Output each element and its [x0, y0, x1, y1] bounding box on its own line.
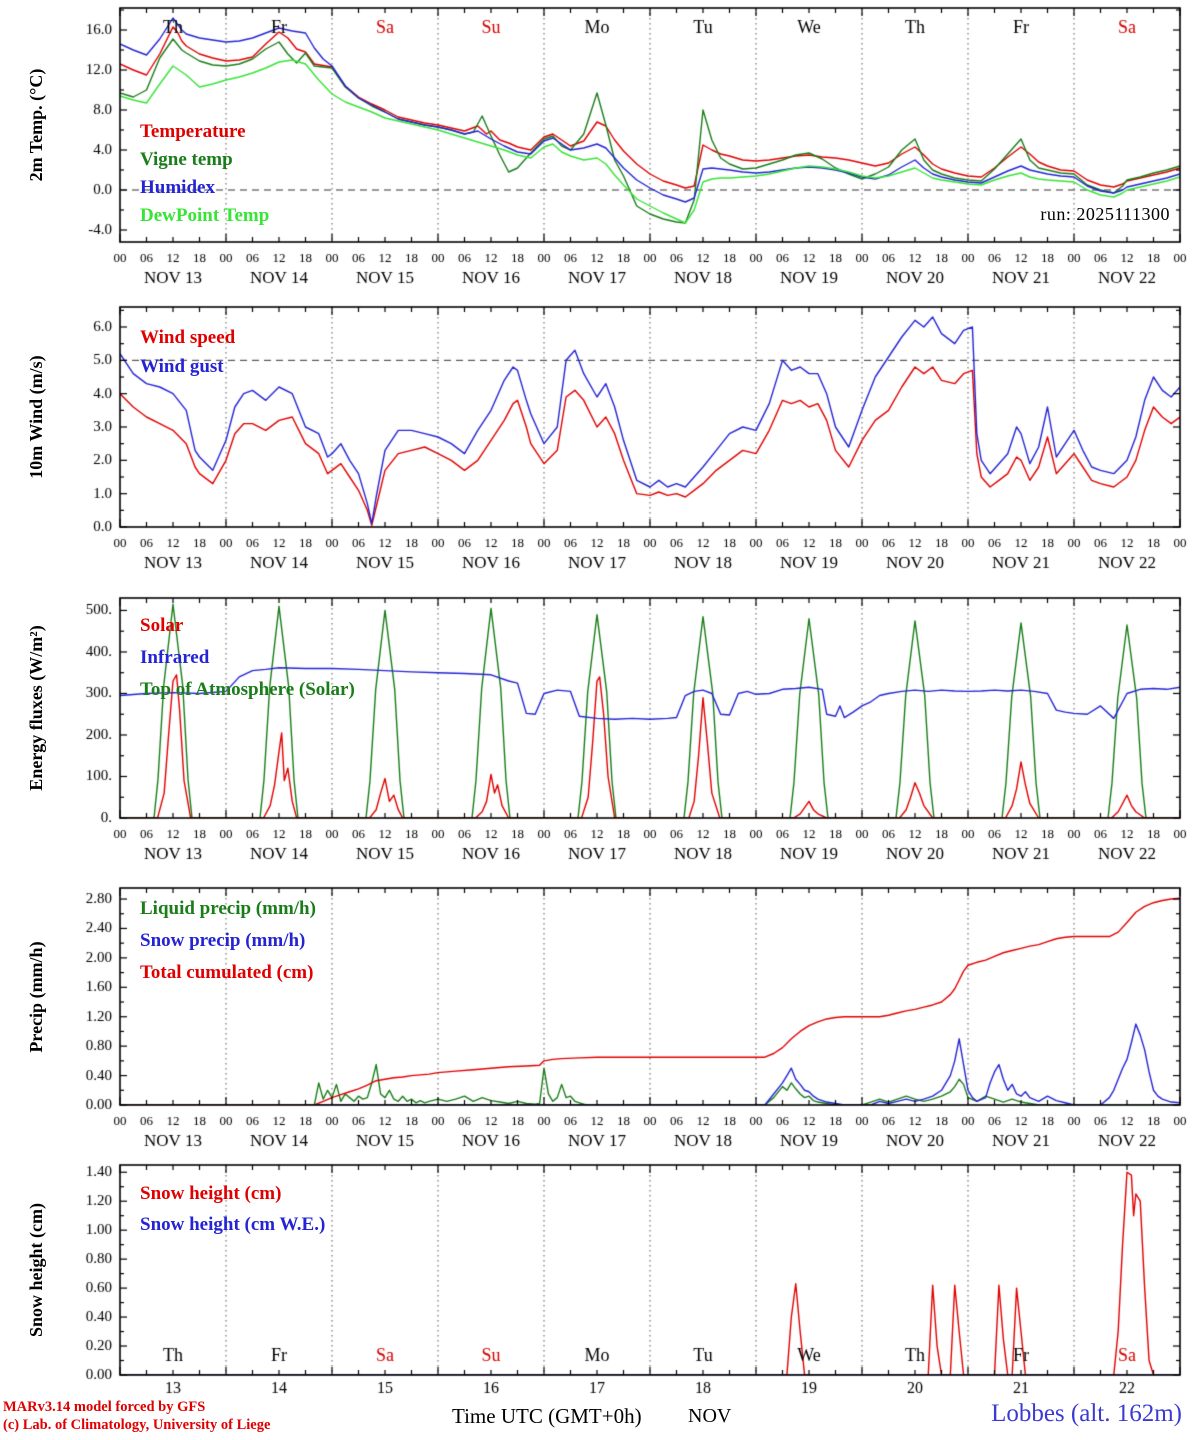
- station-label: Lobbes (alt. 162m): [991, 1400, 1182, 1427]
- wind-panel-canvas: [0, 295, 1194, 590]
- model-credit-line2: (c) Lab. of Climatology, University of L…: [3, 1417, 271, 1433]
- snow-panel-canvas: [0, 1160, 1194, 1398]
- energy-panel-canvas: [0, 590, 1194, 880]
- model-credit: MARv3.14 model forced by GFS (c) Lab. of…: [3, 1398, 270, 1434]
- precip-panel-canvas: [0, 880, 1194, 1160]
- temperature-panel-canvas: [0, 0, 1194, 295]
- x-axis-label: Time UTC (GMT+0h): [452, 1404, 642, 1428]
- model-credit-line1: MARv3.14 model forced by GFS: [3, 1399, 206, 1415]
- x-axis-month-label: NOV: [688, 1405, 732, 1427]
